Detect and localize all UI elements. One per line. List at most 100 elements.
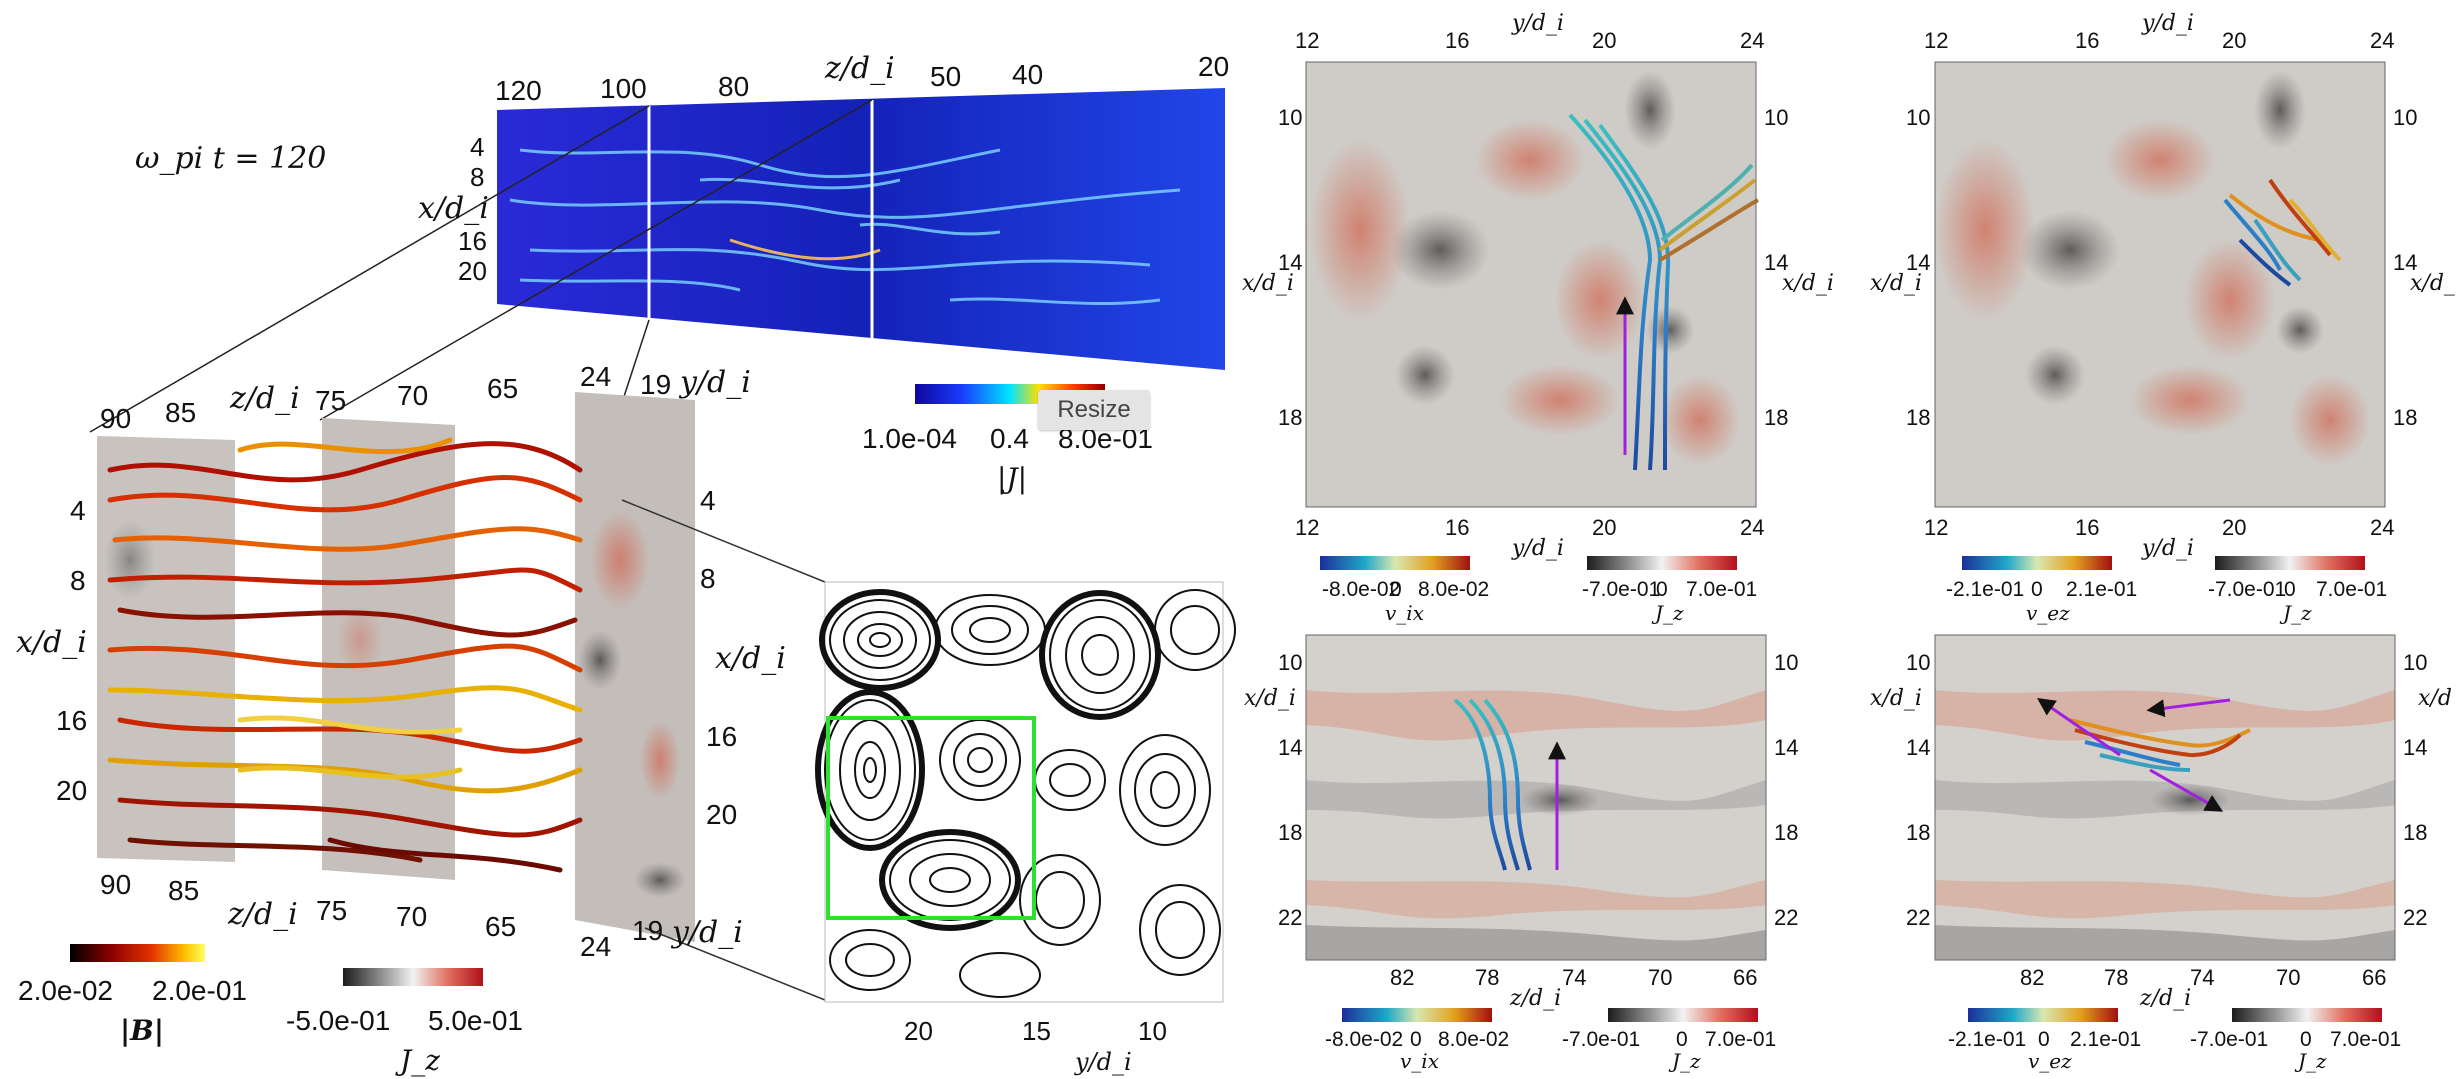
panel-tick: 12	[1295, 28, 1319, 53]
tilted-filament	[729, 238, 881, 261]
colorbar-label: v_ez	[2026, 601, 2070, 625]
electron-trajectory-bundle	[2069, 718, 2251, 772]
panel-axis-label-bottom: z/d_i	[2139, 986, 2191, 1011]
colorbar-max: 7.0e-01	[2316, 578, 2387, 601]
vez-colorbar	[1968, 1008, 2118, 1022]
volume-x-tick-left: 8	[70, 565, 86, 596]
panel-tick: 22	[1906, 905, 1930, 930]
panel-tick: 74	[2190, 965, 2214, 990]
panel-tick: 10	[1278, 650, 1302, 675]
panel-tick: 18	[1278, 820, 1302, 845]
panel-axis-label-left: x/d_i	[1870, 271, 1922, 296]
colorbar-max: 7.0e-01	[1686, 578, 1757, 601]
panel-tick: 66	[2362, 965, 2386, 990]
panel-tick: 14	[1774, 735, 1798, 760]
volume-z-tick-bottom: 70	[396, 901, 427, 932]
vix-colorbar	[1320, 556, 1470, 570]
top-z-tick: 100	[600, 73, 647, 104]
colorbar-max: 7.0e-01	[2330, 1028, 2401, 1051]
colorbar-max: 8.0e-02	[1438, 1028, 1509, 1051]
panel-tick: 20	[1592, 28, 1616, 53]
streamline-y-tick: 10	[1138, 1016, 1167, 1046]
panel-tick: 74	[1562, 965, 1586, 990]
volume-x-tick-right: 20	[706, 799, 737, 830]
J-colorbar-min: 1.0e-04	[862, 423, 957, 454]
panel-tick: 10	[2403, 650, 2427, 675]
panel-tick: 18	[1774, 820, 1798, 845]
panel-tick: 22	[1278, 905, 1302, 930]
volume-x-tick-left: 16	[56, 705, 87, 736]
colorbar-max: 8.0e-02	[1418, 578, 1489, 601]
top-z-tick: 80	[718, 71, 749, 102]
panel-tick: 14	[2403, 735, 2427, 760]
colorbar-min: -7.0e-01	[1562, 1028, 1640, 1051]
panel-tick: 12	[1295, 515, 1319, 540]
jz-colorbar	[1587, 556, 1737, 570]
top-z-tick: 50	[930, 61, 961, 92]
volume-x-tick-left: 4	[70, 495, 86, 526]
panel-axis-label-right: x/d	[2418, 686, 2452, 711]
volume-y-tick: 24	[580, 361, 611, 392]
volume-y-tick-bottom: 24	[580, 931, 611, 962]
colorbar-label: v_ix	[1400, 1049, 1439, 1073]
panel-tick: 24	[2370, 28, 2394, 53]
panel-tick: 22	[2403, 905, 2427, 930]
colorbar-mid: 0	[2031, 578, 2043, 601]
colorbar-mid: 0	[2300, 1028, 2312, 1051]
Jz-colorbar	[343, 968, 483, 986]
panel-tick: 12	[1924, 28, 1948, 53]
panel-tick: 18	[1906, 405, 1930, 430]
volume-z-tick-top: 70	[397, 380, 428, 411]
colorbar-min: -8.0e-02	[1325, 1028, 1403, 1051]
jz-colorbar	[2232, 1008, 2382, 1022]
colorbar-mid: 0	[1410, 1028, 1422, 1051]
panel-tick: 10	[1764, 105, 1788, 130]
velocity-arrow	[2149, 768, 2224, 812]
volume-y-tick-bottom: 19	[632, 915, 663, 946]
panel-tick: 18	[1764, 405, 1788, 430]
panel-tick: 18	[1278, 405, 1302, 430]
Jz-colorbar-label: J_z	[395, 1044, 440, 1077]
particle-trajectory-bundle	[1453, 698, 1532, 871]
panel-tick: 10	[1774, 650, 1798, 675]
panel-top-left: 12 16 20 24 y/d_i 12 16 20 24 y/d_i 10 1…	[1242, 11, 1834, 625]
magnetic-field-lines	[107, 437, 583, 873]
panel-axis-label-bottom: z/d_i	[1509, 986, 1561, 1011]
panel-axis-label-right: x/d_i	[1782, 271, 1834, 296]
panel-tick: 20	[2222, 515, 2246, 540]
colorbar-min: -2.1e-01	[1946, 578, 2024, 601]
volume-z-tick-top: 65	[487, 373, 518, 404]
top-x-tick: 20	[458, 256, 487, 286]
volume-z-tick-top: 75	[315, 385, 346, 416]
panel-bottom-right: 10 14 18 22 x/d_i 10 14 18 22 x/d 82 78 …	[1870, 634, 2452, 1073]
volume-z-tick-bottom: 90	[100, 869, 131, 900]
panel-axis-label-top: y/d_i	[2141, 11, 2194, 36]
streamline-vortices	[815, 589, 1236, 998]
colorbar-mid: 0	[2284, 578, 2296, 601]
top-x-label: x/d_i	[418, 191, 489, 226]
top-z-label: z/d_i	[824, 51, 895, 86]
panel-tick: 22	[1774, 905, 1798, 930]
B-colorbar	[70, 944, 205, 962]
panel-tick: 20	[2222, 28, 2246, 53]
panel-tick: 78	[2104, 965, 2128, 990]
volume-x-tick-right: 16	[706, 721, 737, 752]
panel-tick: 14	[2393, 250, 2417, 275]
streamline-y-tick: 15	[1022, 1016, 1051, 1046]
panel-tick: 10	[1906, 650, 1930, 675]
panel-tick: 10	[2393, 105, 2417, 130]
J-colorbar-mid: 0.4	[990, 423, 1029, 454]
volume-y-tick: 19	[640, 369, 671, 400]
volume-z-label-bottom: z/d_i	[227, 897, 298, 932]
panel-tick: 20	[1592, 515, 1616, 540]
top-x-tick: 16	[458, 226, 487, 256]
resize-button[interactable]: Resize	[1038, 390, 1150, 430]
volume-x-tick-right: 8	[700, 563, 716, 594]
panel-tick: 16	[1445, 28, 1469, 53]
particle-trajectory-bundle	[1568, 113, 1759, 471]
connector-line	[621, 499, 826, 583]
panel-tick: 66	[1733, 965, 1757, 990]
panel-axis-label-bottom: y/d_i	[2141, 536, 2194, 561]
colorbar-max: 2.1e-01	[2070, 1028, 2141, 1051]
